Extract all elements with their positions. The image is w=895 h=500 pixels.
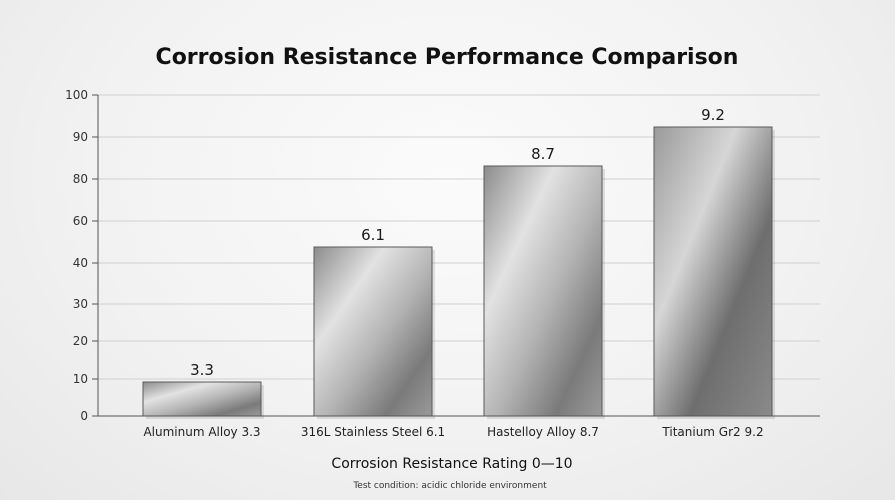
y-tick-label: 10	[73, 372, 88, 386]
bar-2	[313, 246, 433, 417]
bar-1	[142, 381, 262, 417]
data-label: 6.1	[361, 226, 385, 244]
x-axis-categories: Aluminum Alloy 3.3 316L Stainless Steel 6…	[143, 425, 763, 439]
y-tick-label: 80	[73, 172, 88, 186]
data-label: 9.2	[701, 106, 725, 124]
bars	[142, 126, 775, 419]
bar-3	[483, 165, 603, 417]
x-category-label: 316L Stainless Steel 6.1	[301, 425, 445, 439]
x-category-label: Titanium Gr2 9.2	[661, 425, 763, 439]
gridlines	[98, 94, 820, 380]
y-tick-label: 100	[65, 88, 88, 102]
y-tick-label: 60	[73, 214, 88, 228]
y-tick-label: 40	[73, 256, 88, 270]
x-category-label: Aluminum Alloy 3.3	[143, 425, 260, 439]
data-label: 8.7	[531, 145, 555, 163]
y-tick-label: 20	[73, 334, 88, 348]
chart-title: Corrosion Resistance Performance Compari…	[156, 45, 739, 70]
y-tick-label: 0	[80, 409, 88, 423]
bar-4	[653, 126, 773, 417]
x-category-label: Hastelloy Alloy 8.7	[487, 425, 599, 439]
x-axis-label: Corrosion Resistance Rating 0—10	[331, 456, 572, 472]
data-label: 3.3	[190, 361, 214, 379]
data-labels: 3.3 6.1 8.7 9.2	[190, 106, 725, 379]
chart-footnote: Test condition: acidic chloride environm…	[352, 481, 547, 491]
y-tick-label: 30	[73, 297, 88, 311]
y-axis-ticks: 0 10 20 30 40 60 80 90 100	[65, 88, 99, 423]
y-tick-label: 90	[73, 130, 88, 144]
